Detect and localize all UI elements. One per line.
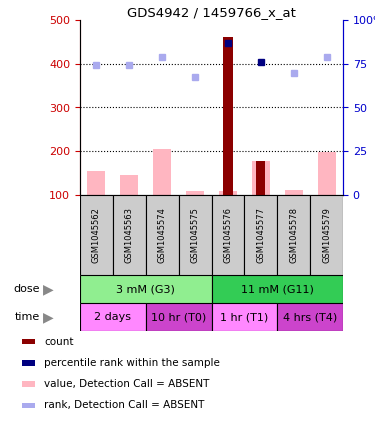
Bar (256, 161, 265, 195)
Bar (211, 195, 244, 275)
Text: 10 hr (T0): 10 hr (T0) (151, 312, 206, 322)
Text: GSM1045576: GSM1045576 (224, 207, 232, 263)
Bar (277, 195, 310, 275)
Bar (252, 161, 270, 195)
Text: 3 mM (G3): 3 mM (G3) (116, 284, 175, 294)
Bar (22, 382, 35, 387)
Bar (186, 192, 204, 195)
Bar (80, 303, 146, 331)
Bar (224, 38, 232, 195)
Text: ▶: ▶ (43, 310, 54, 324)
Text: percentile rank within the sample: percentile rank within the sample (44, 358, 220, 368)
Title: GDS4942 / 1459766_x_at: GDS4942 / 1459766_x_at (127, 6, 296, 19)
Bar (277, 303, 343, 331)
Text: GSM1045574: GSM1045574 (158, 207, 166, 263)
Bar (22, 403, 35, 408)
Text: 2 days: 2 days (94, 312, 131, 322)
Text: GSM1045575: GSM1045575 (190, 207, 200, 263)
Bar (178, 195, 212, 275)
Text: 11 mM (G11): 11 mM (G11) (241, 284, 314, 294)
Bar (219, 192, 237, 195)
Bar (22, 339, 35, 344)
Bar (87, 171, 105, 195)
Bar (244, 195, 277, 275)
Text: GSM1045563: GSM1045563 (125, 207, 134, 263)
Bar (211, 303, 277, 331)
Bar (211, 275, 343, 303)
Text: ▶: ▶ (43, 282, 54, 296)
Text: GSM1045562: GSM1045562 (92, 207, 101, 263)
Bar (318, 152, 336, 195)
Bar (22, 360, 35, 365)
Bar (80, 195, 113, 275)
Text: count: count (44, 337, 74, 346)
Text: dose: dose (14, 284, 40, 294)
Text: time: time (14, 312, 40, 322)
Text: rank, Detection Call = ABSENT: rank, Detection Call = ABSENT (44, 401, 205, 410)
Text: GSM1045579: GSM1045579 (322, 207, 331, 263)
Bar (285, 190, 303, 195)
Text: 4 hrs (T4): 4 hrs (T4) (283, 312, 337, 322)
Bar (146, 303, 211, 331)
Bar (80, 275, 212, 303)
Text: GSM1045577: GSM1045577 (256, 207, 265, 263)
Bar (153, 149, 171, 195)
Text: GSM1045578: GSM1045578 (289, 207, 298, 263)
Bar (113, 195, 146, 275)
Text: value, Detection Call = ABSENT: value, Detection Call = ABSENT (44, 379, 210, 389)
Bar (310, 195, 343, 275)
Bar (146, 195, 178, 275)
Text: 1 hr (T1): 1 hr (T1) (220, 312, 268, 322)
Bar (120, 175, 138, 195)
